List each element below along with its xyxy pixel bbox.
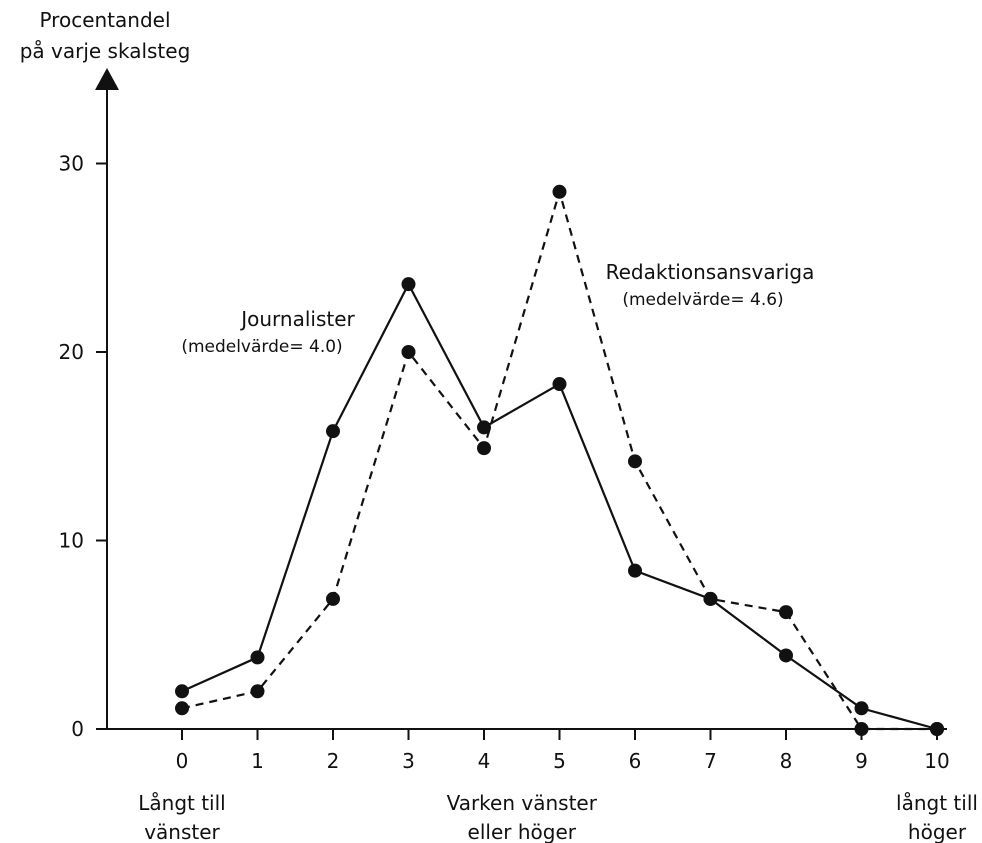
series-label-journalister: Journalister [239, 307, 355, 331]
series-line-redaktionsansvariga [181, 187, 937, 731]
point-journalister-0 [175, 684, 189, 699]
x-tick-label: 10 [924, 749, 949, 773]
series-note-redaktionsansvariga: (medelvärde= 4.6) [622, 290, 783, 310]
y-tick-label: 30 [59, 152, 84, 176]
series-layer [175, 184, 944, 736]
point-journalister-9 [854, 701, 869, 716]
point-redaktionsansvariga-0 [175, 701, 189, 716]
point-redaktionsansvariga-3 [401, 345, 416, 359]
point-journalister-2 [326, 424, 340, 439]
x-annotation-line: höger [908, 820, 967, 843]
point-journalister-3 [401, 277, 416, 292]
x-tick-label: 6 [629, 749, 642, 773]
point-redaktionsansvariga-2 [326, 591, 340, 606]
x-annotation-line: eller höger [468, 820, 577, 843]
point-redaktionsansvariga-6 [628, 454, 642, 469]
y-axis-title-line-2: på varje skalsteg [20, 39, 191, 63]
point-redaktionsansvariga-4 [477, 441, 491, 456]
point-redaktionsansvariga-8 [779, 605, 793, 620]
x-annotation-line: Långt till [138, 791, 225, 815]
point-redaktionsansvariga-1 [250, 684, 265, 699]
x-tick-label: 9 [855, 749, 868, 773]
y-tick-label: 20 [59, 340, 84, 364]
x-tick-label: 3 [402, 749, 415, 773]
point-journalister-5 [552, 377, 567, 392]
series-label-redaktionsansvariga: Redaktionsansvariga [606, 260, 815, 284]
x-annotations: Långt till vänster Varken vänster eller hög… [138, 791, 978, 843]
y-tick-label: 10 [59, 529, 84, 553]
point-redaktionsansvariga-9 [854, 722, 869, 736]
x-annotation-line: långt till [896, 791, 978, 815]
point-redaktionsansvariga-5 [552, 184, 567, 199]
x-annotation-line: Varken vänster [447, 791, 598, 815]
y-axis-title-line-1: Procentandel [39, 8, 170, 32]
y-axis-arrow [95, 68, 119, 90]
point-redaktionsansvariga-10 [930, 722, 944, 736]
point-redaktionsansvariga-7 [703, 591, 718, 606]
x-ticks: 0 1 2 3 4 5 6 7 8 9 10 [176, 729, 950, 773]
x-tick-label: 2 [327, 749, 340, 773]
y-tick-label: 0 [71, 717, 84, 741]
point-journalister-1 [250, 650, 265, 665]
x-annotation-line: vänster [144, 820, 220, 843]
x-tick-label: 1 [251, 749, 264, 773]
x-tick-label: 8 [780, 749, 793, 773]
point-journalister-6 [628, 563, 642, 578]
point-journalister-8 [779, 648, 793, 663]
x-tick-label: 7 [704, 749, 717, 773]
x-tick-label: 0 [176, 749, 189, 773]
series-note-journalister: (medelvärde= 4.0) [181, 337, 342, 357]
x-tick-label: 5 [553, 749, 566, 773]
x-tick-label: 4 [478, 749, 491, 773]
y-ticks: 0 10 20 30 [59, 152, 107, 741]
point-journalister-4 [477, 420, 491, 435]
